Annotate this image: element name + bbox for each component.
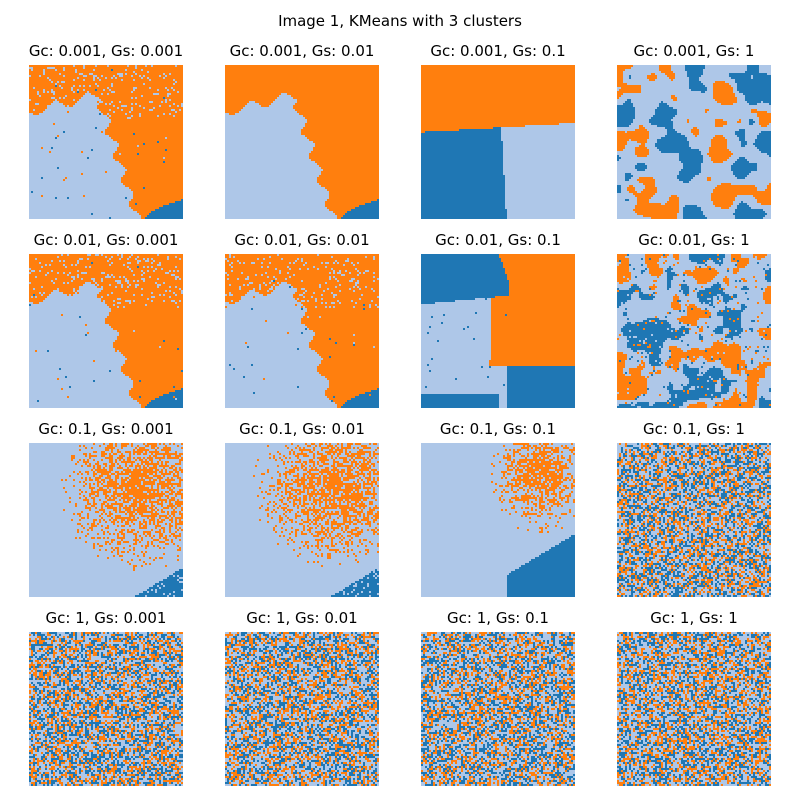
panel-title: Gc: 0.001, Gs: 0.01 xyxy=(229,42,375,60)
cluster-map-panel xyxy=(421,254,575,408)
cluster-map-panel xyxy=(617,65,771,219)
panel-title: Gc: 0.01, Gs: 0.1 xyxy=(435,231,561,249)
cluster-map-panel xyxy=(421,65,575,219)
cluster-map-panel xyxy=(29,254,183,408)
cluster-map-panel xyxy=(617,632,771,786)
panel-title: Gc: 0.1, Gs: 1 xyxy=(643,420,745,438)
panel-title: Gc: 1, Gs: 1 xyxy=(650,609,738,627)
cluster-map-panel xyxy=(421,443,575,597)
cluster-map-panel xyxy=(225,443,379,597)
panel-title: Gc: 0.001, Gs: 0.1 xyxy=(430,42,566,60)
panel-title: Gc: 1, Gs: 0.1 xyxy=(447,609,549,627)
panel-title: Gc: 1, Gs: 0.001 xyxy=(45,609,167,627)
panel-title: Gc: 1, Gs: 0.01 xyxy=(246,609,358,627)
panel-title: Gc: 0.1, Gs: 0.01 xyxy=(239,420,365,438)
panel-title: Gc: 0.01, Gs: 1 xyxy=(638,231,750,249)
figure-title: Image 1, KMeans with 3 clusters xyxy=(278,12,522,30)
panel-title: Gc: 0.01, Gs: 0.001 xyxy=(33,231,179,249)
cluster-map-panel xyxy=(617,443,771,597)
cluster-map-panel xyxy=(225,632,379,786)
panel-title: Gc: 0.001, Gs: 0.001 xyxy=(28,42,184,60)
cluster-map-panel xyxy=(225,65,379,219)
panel-title: Gc: 0.001, Gs: 1 xyxy=(633,42,755,60)
cluster-map-panel xyxy=(617,254,771,408)
cluster-map-panel xyxy=(29,443,183,597)
cluster-map-panel xyxy=(421,632,575,786)
cluster-map-panel xyxy=(29,65,183,219)
cluster-map-panel xyxy=(225,254,379,408)
panel-title: Gc: 0.1, Gs: 0.001 xyxy=(38,420,174,438)
panel-title: Gc: 0.1, Gs: 0.1 xyxy=(439,420,557,438)
panel-title: Gc: 0.01, Gs: 0.01 xyxy=(234,231,370,249)
cluster-map-panel xyxy=(29,632,183,786)
